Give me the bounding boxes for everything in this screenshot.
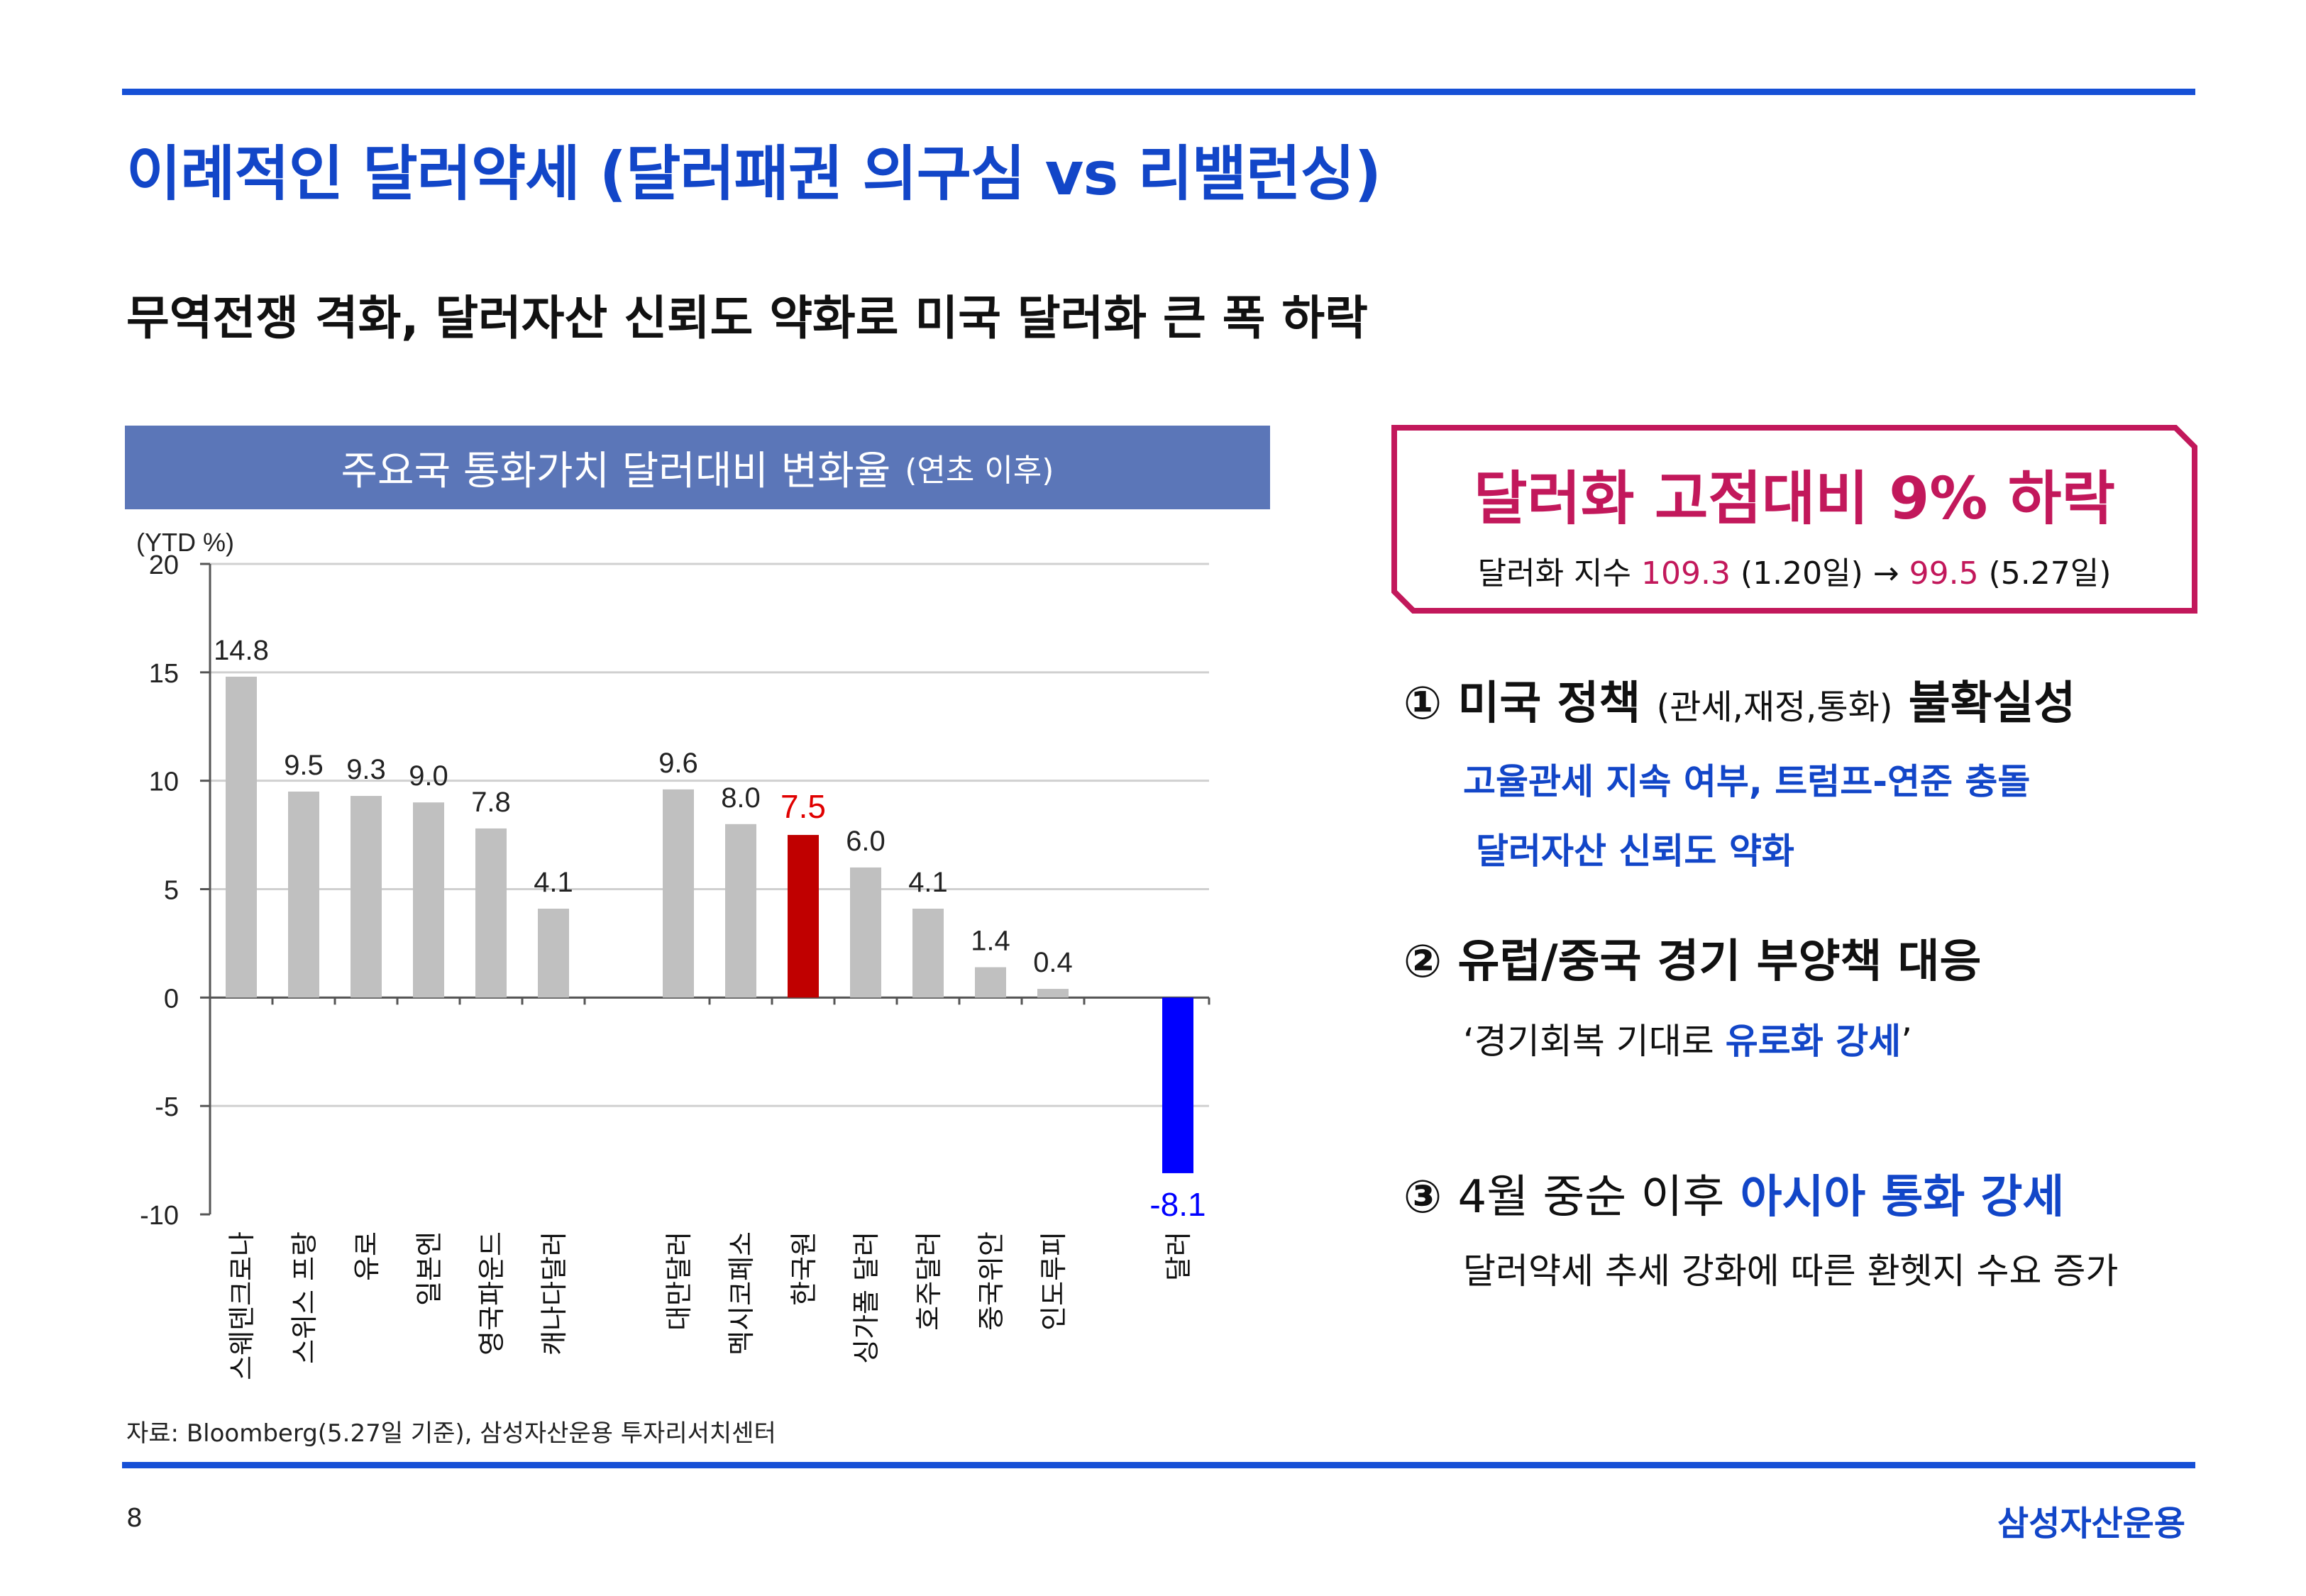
bar: [226, 676, 257, 998]
point-2-detail-close: ’: [1901, 1021, 1913, 1062]
dollar-index-line: 달러화 지수 109.3 (1.20일) → 99.5 (5.27일): [1389, 548, 2200, 593]
point-1-title: ① 미국 정책 (관세,재정,통화) 불확실성: [1403, 667, 2075, 732]
page-title: 이례적인 달러약세 (달러패권 의구심 vs 리밸런싱): [126, 139, 1381, 209]
point-1-number: ①: [1403, 677, 1442, 730]
data-label: -8.1: [1149, 1186, 1206, 1223]
bar: [351, 796, 382, 998]
chart-header-paren: (연초 이후): [905, 453, 1054, 489]
y-tick-label: 20: [149, 550, 179, 580]
bottom-rule: [122, 1462, 2195, 1468]
y-tick-label: 15: [149, 659, 179, 689]
point-2-title: ② 유럽/중국 경기 부양책 대응: [1403, 925, 1981, 990]
data-label: 0.4: [1033, 947, 1073, 978]
category-label: 일본엔: [414, 1231, 445, 1306]
point-3-detail: 달러약세 추세 강화에 따른 환헷지 수요 증가: [1463, 1251, 2119, 1292]
dollar-index-peak-date: (1.20일): [1740, 555, 1863, 592]
bar: [288, 791, 319, 998]
highlight-box: 달러화 고점대비 9% 하락 달러화 지수 109.3 (1.20일) → 99…: [1389, 423, 2200, 616]
category-label: 중국위안: [976, 1231, 1007, 1331]
point-1-detail-2: 달러자산 신뢰도 약화: [1476, 831, 1794, 872]
point-3-number: ③: [1403, 1171, 1442, 1224]
chart-header: 주요국 통화가치 달러대비 변화율 (연초 이후): [125, 426, 1270, 509]
top-rule: [122, 89, 2195, 95]
category-label: 유로: [351, 1231, 382, 1281]
point-2-title-text: 유럽/중국 경기 부양책 대응: [1457, 936, 1982, 988]
bar: [663, 789, 694, 998]
bar: [538, 909, 569, 998]
category-label: 멕시코페소: [726, 1231, 757, 1356]
bar: [912, 909, 944, 998]
y-tick-label: -5: [155, 1092, 179, 1122]
point-2-detail-emph: 유로화 강세: [1725, 1021, 1902, 1062]
category-label: 스웨덴크로나: [226, 1231, 258, 1380]
data-label: 7.8: [471, 787, 511, 818]
point-2-number: ②: [1403, 936, 1442, 988]
point-3-title-main: 4월 중순 이후: [1457, 1171, 1725, 1224]
data-label: 9.3: [346, 754, 386, 785]
data-label: 14.8: [214, 635, 269, 666]
dollar-index-peak: 109.3: [1641, 555, 1731, 592]
brand-logo: 삼성자산운용: [1997, 1504, 2185, 1544]
arrow-icon: →: [1872, 555, 1899, 592]
highlight-box-frame: [1391, 425, 2197, 614]
point-1-title-paren: (관세,재정,통화): [1656, 687, 1893, 727]
point-3-title-emph: 아시아 통화 강세: [1740, 1171, 2065, 1224]
bar: [1162, 997, 1193, 1173]
category-label: 호주달러: [913, 1231, 944, 1331]
bar: [725, 824, 756, 998]
point-3-title: ③ 4월 중순 이후 아시아 통화 강세: [1403, 1160, 2064, 1226]
y-tick-label: 10: [149, 767, 179, 797]
bar: [788, 835, 819, 998]
bar: [975, 967, 1006, 998]
category-label: 인도루피: [1038, 1231, 1069, 1331]
point-1-title-main: 미국 정책: [1457, 677, 1641, 730]
category-label: 대만달러: [663, 1231, 695, 1331]
dollar-index-current: 99.5: [1909, 555, 1979, 592]
category-label: 스위스 프랑: [289, 1231, 320, 1364]
dollar-index-label: 달러화 지수: [1477, 555, 1631, 592]
highlight-headline: 달러화 고점대비 9% 하락: [1474, 465, 2115, 533]
category-label: 달러: [1163, 1231, 1194, 1281]
point-2-detail: ‘경기회복 기대로 유로화 강세’: [1463, 1013, 1912, 1064]
page-number: 8: [126, 1504, 143, 1533]
data-label: 4.1: [908, 867, 948, 898]
bar: [475, 828, 507, 998]
point-2-detail-open: ‘경기회복 기대로: [1463, 1021, 1714, 1062]
category-label: 싱가폴 달러: [851, 1231, 882, 1364]
point-1-title-tail: 불확실성: [1908, 677, 2076, 730]
bar: [1037, 989, 1069, 998]
data-label: 6.0: [846, 826, 886, 857]
category-label: 한국원: [788, 1231, 820, 1306]
data-label: 9.0: [409, 760, 448, 792]
point-1-detail-1: 고율관세 지속 여부, 트럼프-연준 충돌: [1463, 761, 2031, 802]
y-tick-label: 5: [164, 876, 179, 906]
data-label: 8.0: [721, 782, 761, 814]
bar: [850, 867, 881, 998]
y-tick-label: 0: [164, 984, 179, 1014]
bar: [413, 802, 444, 998]
chart-header-title: 주요국 통화가치 달러대비 변화율: [341, 448, 891, 494]
category-label: 영국파운드: [476, 1231, 507, 1356]
page-subtitle: 무역전쟁 격화, 달러자산 신뢰도 약화로 미국 달러화 큰 폭 하락: [126, 291, 1368, 345]
data-label: 7.5: [780, 788, 826, 825]
data-label: 1.4: [971, 926, 1010, 957]
y-tick-label: -10: [140, 1201, 179, 1231]
dollar-index-current-date: (5.27일): [1988, 555, 2112, 592]
source-note: 자료: Bloomberg(5.27일 기준), 삼성자산운용 투자리서치센터: [126, 1419, 776, 1448]
data-label: 9.6: [658, 748, 698, 779]
category-label: 캐나다달러: [539, 1231, 570, 1356]
y-unit-label: (YTD %): [136, 528, 234, 557]
data-label: 4.1: [534, 867, 573, 898]
data-label: 9.5: [284, 750, 324, 781]
